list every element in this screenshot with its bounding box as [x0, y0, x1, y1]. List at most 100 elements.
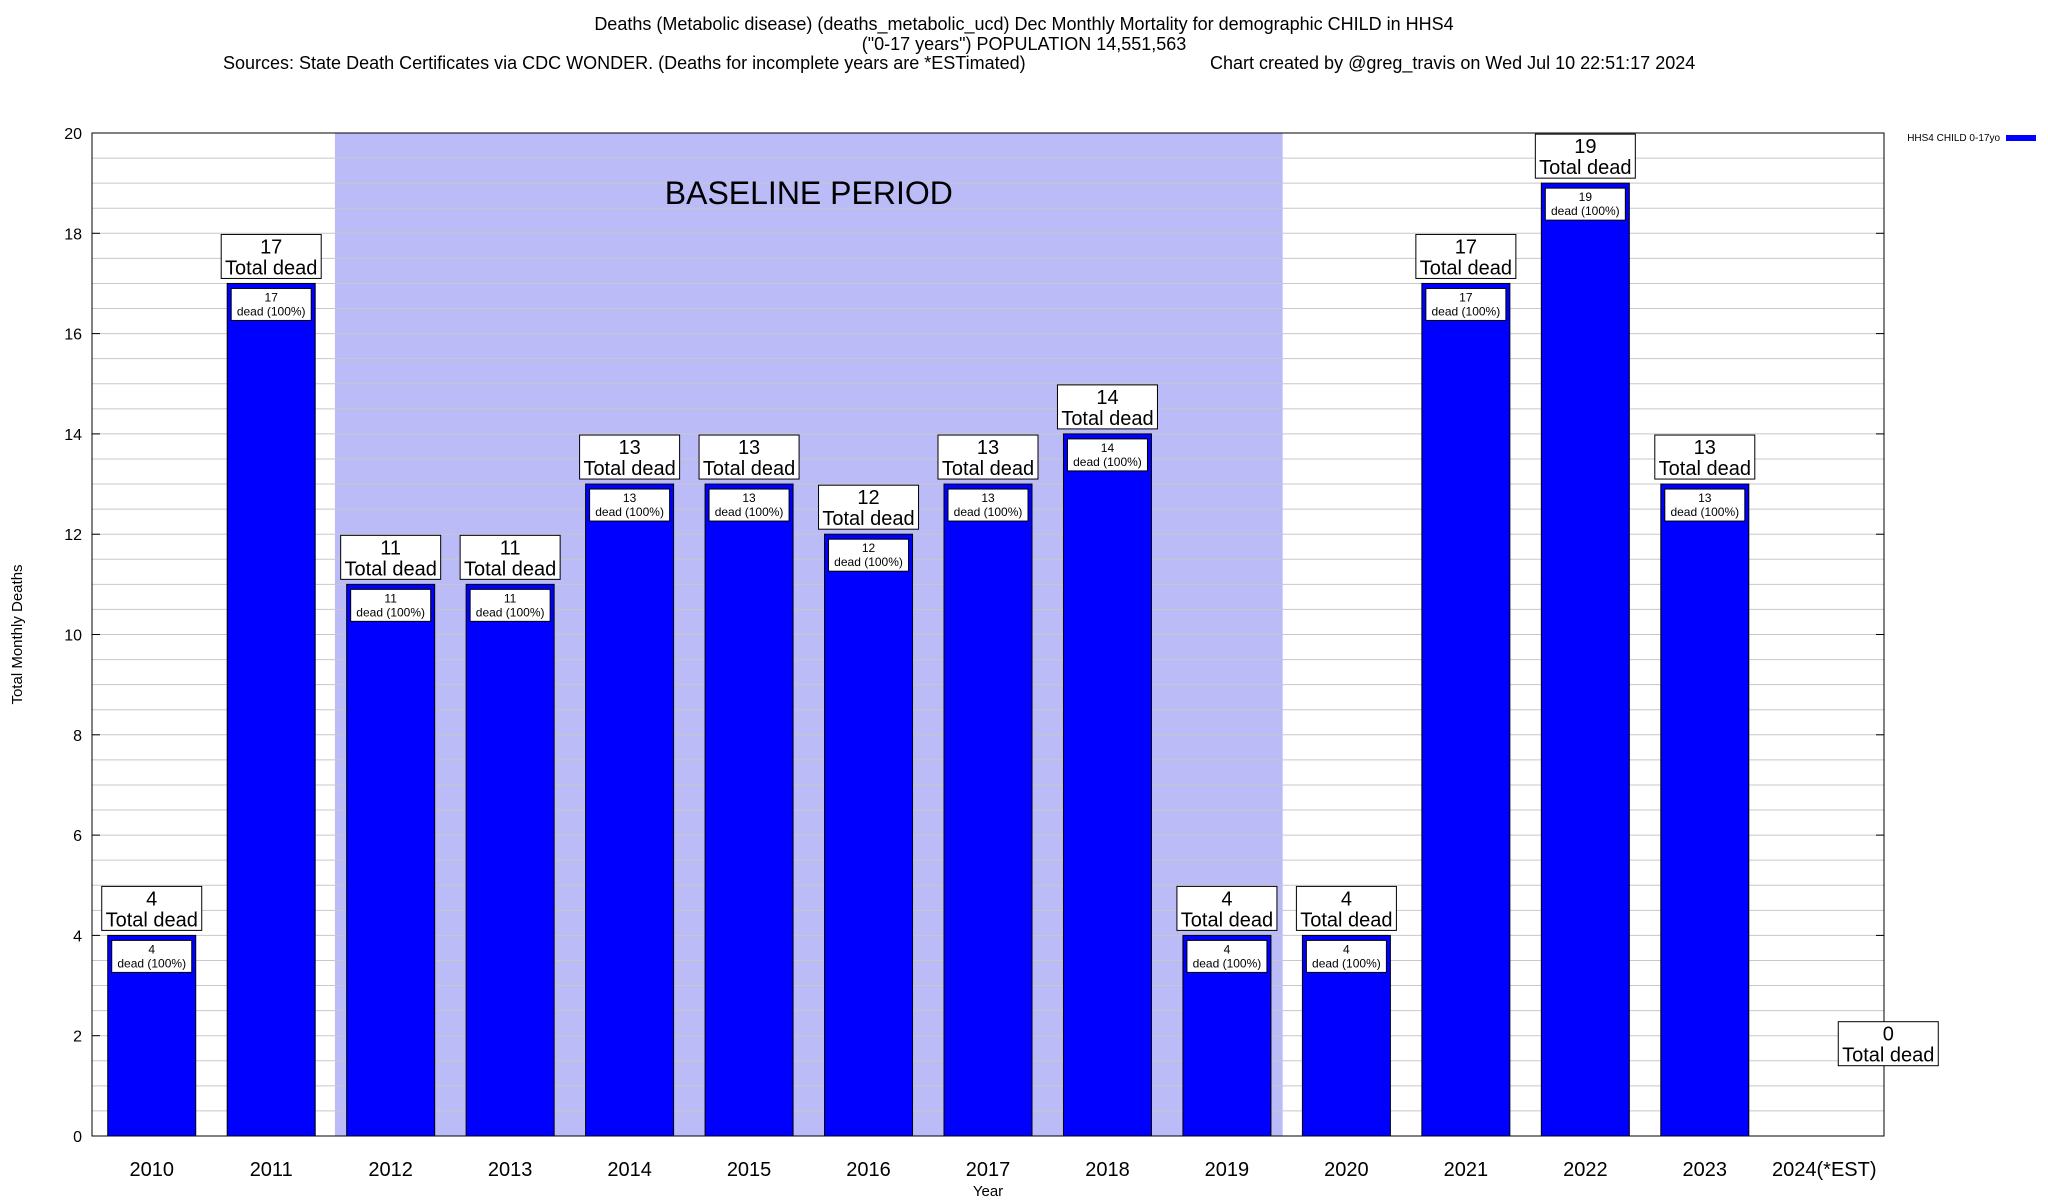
x-tick-label: 2010: [129, 1159, 174, 1181]
total-label-box: [101, 885, 203, 931]
bar-label-box: [469, 588, 551, 622]
x-tick-label: 2011: [250, 1159, 293, 1181]
total-label-value: 4: [1221, 888, 1232, 910]
total-label-box: [1837, 1021, 1939, 1067]
legend-swatch: [2006, 135, 2036, 141]
bar-label-value: 11: [384, 591, 397, 605]
baseline-label: BASELINE PERIOD: [665, 175, 953, 211]
x-tick-label: 2022: [1563, 1159, 1608, 1181]
bar: [1062, 433, 1152, 1137]
bar-label-box: [589, 488, 671, 522]
total-label-box: [1056, 384, 1158, 430]
y-tick-label: 20: [64, 126, 82, 143]
bar-label-box: [1664, 488, 1746, 522]
total-label-box: [698, 434, 800, 480]
bar-label-box: [111, 939, 193, 973]
bar-label-text: dead (100%): [1551, 204, 1620, 218]
bar: [704, 483, 794, 1137]
bar-label-value: 14: [1101, 441, 1115, 455]
x-tick-label: 2017: [966, 1159, 1011, 1181]
bar-label-text: dead (100%): [237, 304, 306, 318]
total-label-text: Total dead: [703, 458, 795, 480]
total-label-text: Total dead: [106, 909, 198, 931]
total-label-value: 17: [1455, 236, 1477, 258]
bar-label-box: [708, 488, 790, 522]
bar-label-text: dead (100%): [476, 605, 545, 619]
y-tick-label: 4: [73, 928, 82, 945]
total-label-box: [220, 233, 322, 279]
bar-label-box: [947, 488, 1029, 522]
x-tick-label: 2018: [1085, 1159, 1130, 1181]
total-label-text: Total dead: [1659, 458, 1751, 480]
x-tick-label: 2012: [368, 1159, 413, 1181]
bar-label-text: dead (100%): [117, 956, 186, 970]
y-tick-label: 10: [64, 628, 82, 645]
bar-label-value: 4: [1343, 942, 1350, 956]
y-tick-label: 8: [73, 728, 82, 745]
bar-label-value: 4: [148, 942, 155, 956]
bar-label-value: 13: [742, 491, 756, 505]
total-label-text: Total dead: [1061, 408, 1153, 430]
total-label-value: 19: [1574, 136, 1596, 158]
total-label-value: 11: [500, 537, 521, 559]
chart-credit: Chart created by @greg_travis on Wed Jul…: [1210, 53, 1696, 73]
total-label-box: [579, 434, 681, 480]
total-label-text: Total dead: [1420, 257, 1512, 279]
bar-label-box: [1544, 187, 1626, 221]
total-label-box: [818, 484, 920, 530]
bar-label-text: dead (100%): [834, 555, 903, 569]
chart-header: Deaths (Metabolic disease) (deaths_metab…: [0, 0, 2048, 90]
bar-label-text: dead (100%): [1312, 956, 1381, 970]
y-tick-label: 14: [64, 427, 82, 444]
x-tick-label: 2020: [1324, 1159, 1369, 1181]
total-label-value: 11: [380, 537, 401, 559]
bar: [465, 583, 555, 1137]
chart-subtitle: ("0-17 years") POPULATION 14,551,563: [861, 34, 1187, 54]
x-tick-label: 2013: [488, 1159, 533, 1181]
bar: [226, 282, 316, 1137]
x-tick-label: 2019: [1205, 1159, 1250, 1181]
x-axis-title: Year: [973, 1183, 1003, 1200]
x-tick-label: 2021: [1444, 1159, 1489, 1181]
total-label-value: 12: [857, 487, 879, 509]
bar-label-value: 17: [1459, 290, 1473, 304]
y-tick-label: 12: [64, 527, 82, 544]
bar-label-value: 13: [981, 491, 995, 505]
chart-sources: Sources: State Death Certificates via CD…: [223, 53, 1026, 73]
bar-label-text: dead (100%): [954, 505, 1023, 519]
bar: [585, 483, 675, 1137]
bar-label-text: dead (100%): [715, 505, 784, 519]
total-label-box: [937, 434, 1039, 480]
bar: [1421, 282, 1511, 1137]
bar-label-text: dead (100%): [1670, 505, 1739, 519]
total-label-text: Total dead: [942, 458, 1034, 480]
bar-label-box: [1066, 438, 1148, 472]
bar-label-box: [230, 287, 312, 321]
total-label-box: [1534, 133, 1636, 179]
bar-label-box: [1425, 287, 1507, 321]
bar-label-value: 17: [265, 290, 279, 304]
total-label-text: Total dead: [583, 458, 675, 480]
total-label-value: 13: [977, 437, 999, 459]
x-tick-label: 2015: [727, 1159, 772, 1181]
total-label-text: Total dead: [822, 508, 914, 530]
total-label-text: Total dead: [1539, 157, 1631, 179]
total-label-text: Total dead: [1300, 909, 1392, 931]
y-tick-label: 16: [64, 327, 82, 344]
bar-label-value: 19: [1579, 190, 1593, 204]
bar-label-value: 13: [1698, 491, 1712, 505]
bar: [1540, 182, 1630, 1137]
bar-label-text: dead (100%): [595, 505, 664, 519]
total-label-text: Total dead: [225, 257, 317, 279]
total-label-value: 4: [1341, 888, 1352, 910]
bar: [943, 483, 1033, 1137]
total-label-text: Total dead: [1842, 1045, 1934, 1067]
total-label-box: [1295, 885, 1397, 931]
total-label-value: 13: [618, 437, 640, 459]
total-label-value: 13: [1694, 437, 1716, 459]
total-label-value: 0: [1883, 1024, 1894, 1046]
y-tick-label: 6: [73, 828, 82, 845]
bar: [1660, 483, 1750, 1137]
total-label-box: [1654, 434, 1756, 480]
